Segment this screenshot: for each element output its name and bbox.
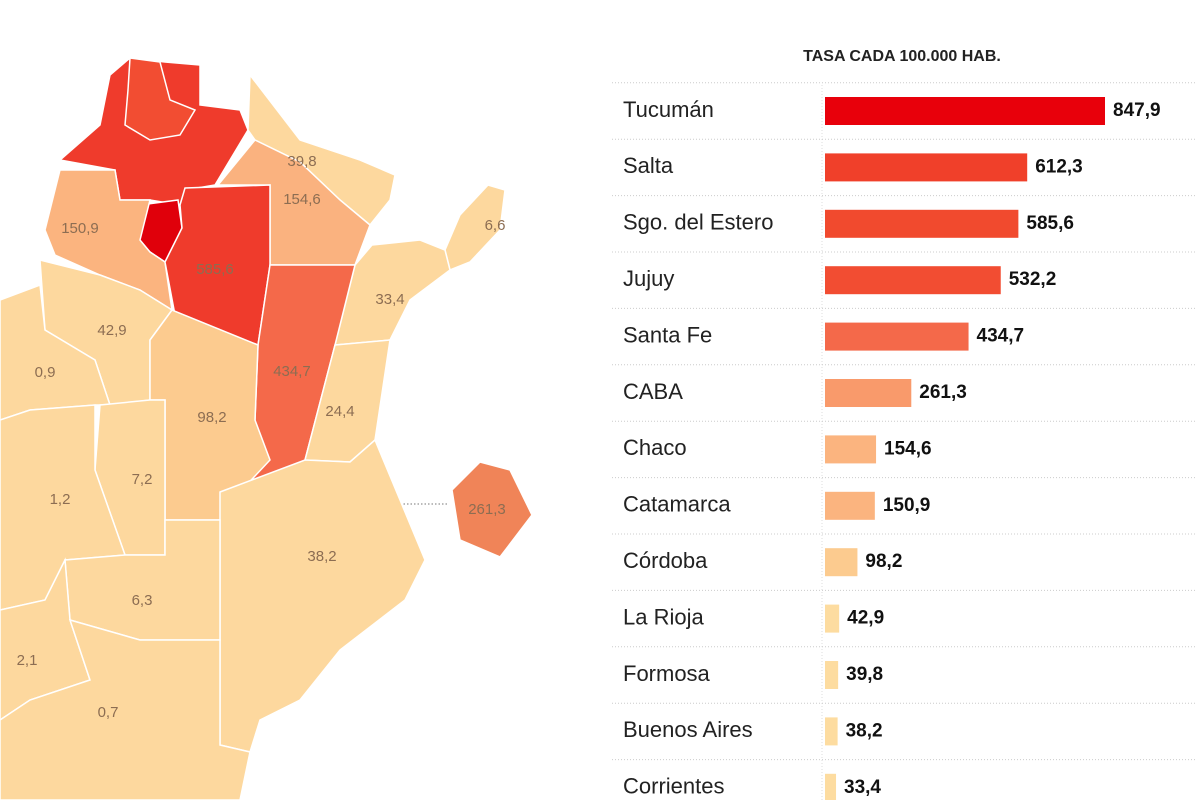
bar [825, 266, 1001, 295]
category-label: La Rioja [623, 604, 704, 629]
map-region [219, 438, 426, 753]
bar [825, 209, 1019, 238]
value-label: 98,2 [865, 551, 902, 572]
bar [825, 379, 912, 407]
value-label: 847,9 [1113, 100, 1161, 121]
bar [825, 773, 837, 800]
bar [825, 97, 1105, 125]
value-label: 154,6 [884, 438, 932, 459]
value-label: 38,2 [846, 720, 883, 741]
value-label: 39,8 [846, 664, 883, 685]
map-label: 6,6 [485, 217, 506, 234]
category-label: Formosa [623, 661, 711, 686]
category-label: Sgo. del Estero [623, 210, 773, 235]
value-label: 150,9 [883, 495, 931, 516]
category-label: Catamarca [623, 492, 731, 517]
map-label: 6,3 [132, 592, 153, 609]
map-label: 2,1 [17, 652, 38, 669]
map-label: 0,7 [98, 704, 119, 721]
map-label: 38,2 [307, 548, 336, 565]
category-label: Córdoba [623, 548, 708, 573]
map-label: 24,4 [325, 403, 354, 420]
category-label: Tucumán [623, 97, 714, 122]
value-label: 434,7 [977, 326, 1025, 347]
map-label: 585,6 [196, 261, 234, 278]
category-label: Santa Fe [623, 322, 712, 347]
map-region [0, 618, 251, 800]
value-label: 261,3 [919, 382, 967, 403]
map-label: 39,8 [287, 153, 316, 170]
category-label: Salta [623, 153, 674, 178]
category-label: Buenos Aires [623, 717, 753, 742]
map-label: 1,2 [50, 491, 71, 508]
bar [825, 153, 1028, 182]
map-region [451, 461, 533, 558]
map-label: 261,3 [468, 501, 506, 518]
bar [825, 717, 838, 746]
chart-title: TASA CADA 100.000 HAB. [803, 48, 1001, 65]
value-label: 585,6 [1026, 213, 1074, 234]
bar [825, 661, 839, 689]
category-label: CABA [623, 379, 683, 404]
map-region [124, 57, 197, 141]
map-label: 154,6 [283, 191, 321, 208]
bar [825, 548, 858, 577]
map-label: 150,9 [61, 220, 99, 237]
map-label: 98,2 [197, 409, 226, 426]
bar [825, 322, 969, 351]
map-label: 0,9 [35, 364, 56, 381]
map-label: 33,4 [375, 291, 404, 308]
bar [825, 604, 840, 633]
category-label: Chaco [623, 435, 687, 460]
map-label: 42,9 [97, 322, 126, 339]
value-label: 42,9 [847, 608, 884, 629]
category-label: Jujuy [623, 266, 674, 291]
category-label: Corrientes [623, 774, 724, 799]
map-label: 7,2 [132, 471, 153, 488]
map-label: 434,7 [273, 363, 311, 380]
value-label: 612,3 [1035, 156, 1083, 177]
value-label: 532,2 [1009, 269, 1057, 290]
value-label: 33,4 [844, 777, 881, 798]
bar [825, 491, 875, 520]
bar [825, 435, 877, 464]
